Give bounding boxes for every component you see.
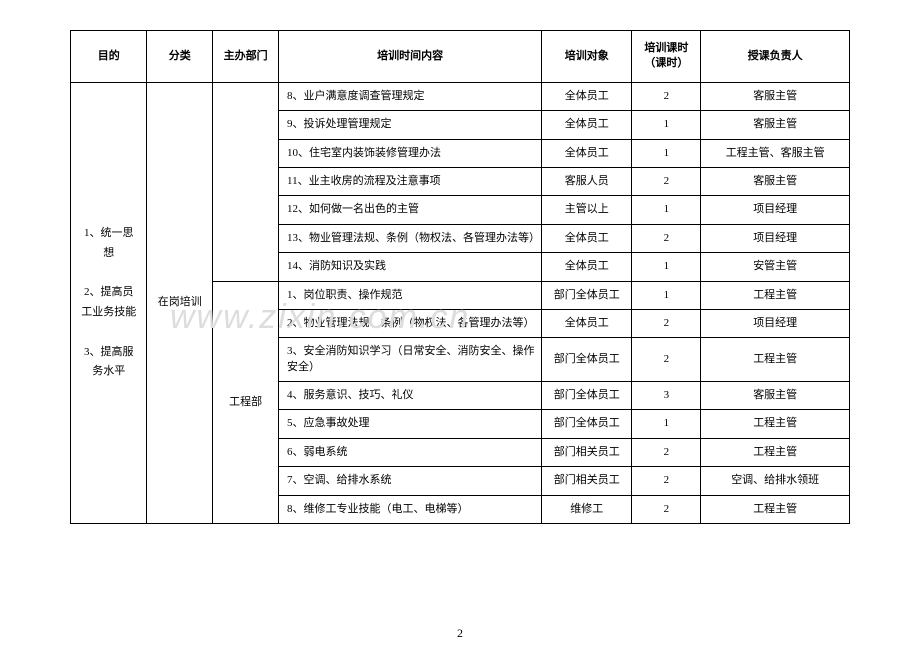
hours-cell: 2: [632, 224, 701, 252]
hours-cell: 1: [632, 111, 701, 139]
dept-cell: 工程部: [213, 281, 279, 524]
hours-cell: 1: [632, 410, 701, 438]
content-cell: 5、应急事故处理: [279, 410, 542, 438]
target-cell: 全体员工: [542, 309, 632, 337]
table-row: 1、统一思想2、提高员工业务技能3、提高服务水平在岗培训8、业户满意度调查管理规…: [71, 82, 850, 110]
hours-cell: 1: [632, 281, 701, 309]
target-cell: 全体员工: [542, 224, 632, 252]
header-teacher: 授课负责人: [701, 31, 850, 83]
page-number: 2: [457, 626, 463, 641]
target-cell: 部门全体员工: [542, 281, 632, 309]
teacher-cell: 项目经理: [701, 224, 850, 252]
teacher-cell: 项目经理: [701, 309, 850, 337]
content-cell: 4、服务意识、技巧、礼仪: [279, 382, 542, 410]
target-cell: 部门全体员工: [542, 410, 632, 438]
teacher-cell: 工程主管: [701, 410, 850, 438]
training-schedule-table: 目的 分类 主办部门 培训时间内容 培训对象 培训课时（课时） 授课负责人 1、…: [70, 30, 850, 524]
target-cell: 部门全体员工: [542, 382, 632, 410]
target-cell: 部门相关员工: [542, 438, 632, 466]
training-table-container: 目的 分类 主办部门 培训时间内容 培训对象 培训课时（课时） 授课负责人 1、…: [70, 30, 850, 524]
hours-cell: 2: [632, 467, 701, 495]
hours-cell: 2: [632, 167, 701, 195]
header-category: 分类: [147, 31, 213, 83]
content-cell: 13、物业管理法规、条例（物权法、各管理办法等）: [279, 224, 542, 252]
header-purpose: 目的: [71, 31, 147, 83]
hours-cell: 2: [632, 495, 701, 523]
content-cell: 9、投诉处理管理规定: [279, 111, 542, 139]
header-target: 培训对象: [542, 31, 632, 83]
target-cell: 全体员工: [542, 139, 632, 167]
hours-cell: 1: [632, 139, 701, 167]
teacher-cell: 工程主管: [701, 281, 850, 309]
hours-cell: 1: [632, 196, 701, 224]
dept-cell: [213, 82, 279, 281]
target-cell: 全体员工: [542, 253, 632, 281]
hours-cell: 3: [632, 382, 701, 410]
header-content: 培训时间内容: [279, 31, 542, 83]
content-cell: 2、物业管理法规、条例（物权法、各管理办法等）: [279, 309, 542, 337]
hours-cell: 1: [632, 253, 701, 281]
target-cell: 部门相关员工: [542, 467, 632, 495]
content-cell: 8、维修工专业技能（电工、电梯等）: [279, 495, 542, 523]
hours-cell: 2: [632, 309, 701, 337]
target-cell: 客服人员: [542, 167, 632, 195]
target-cell: 主管以上: [542, 196, 632, 224]
purpose-cell: 1、统一思想2、提高员工业务技能3、提高服务水平: [71, 82, 147, 523]
content-cell: 12、如何做一名出色的主管: [279, 196, 542, 224]
target-cell: 维修工: [542, 495, 632, 523]
teacher-cell: 客服主管: [701, 167, 850, 195]
teacher-cell: 客服主管: [701, 82, 850, 110]
hours-cell: 2: [632, 338, 701, 382]
table-header-row: 目的 分类 主办部门 培训时间内容 培训对象 培训课时（课时） 授课负责人: [71, 31, 850, 83]
teacher-cell: 项目经理: [701, 196, 850, 224]
content-cell: 3、安全消防知识学习（日常安全、消防安全、操作安全）: [279, 338, 542, 382]
category-cell: 在岗培训: [147, 82, 213, 523]
teacher-cell: 客服主管: [701, 382, 850, 410]
content-cell: 6、弱电系统: [279, 438, 542, 466]
teacher-cell: 工程主管: [701, 438, 850, 466]
teacher-cell: 工程主管: [701, 338, 850, 382]
teacher-cell: 工程主管、客服主管: [701, 139, 850, 167]
content-cell: 14、消防知识及实践: [279, 253, 542, 281]
content-cell: 11、业主收房的流程及注意事项: [279, 167, 542, 195]
teacher-cell: 空调、给排水领班: [701, 467, 850, 495]
target-cell: 全体员工: [542, 111, 632, 139]
header-hours: 培训课时（课时）: [632, 31, 701, 83]
header-dept: 主办部门: [213, 31, 279, 83]
teacher-cell: 客服主管: [701, 111, 850, 139]
content-cell: 10、住宅室内装饰装修管理办法: [279, 139, 542, 167]
content-cell: 7、空调、给排水系统: [279, 467, 542, 495]
target-cell: 部门全体员工: [542, 338, 632, 382]
teacher-cell: 安管主管: [701, 253, 850, 281]
teacher-cell: 工程主管: [701, 495, 850, 523]
hours-cell: 2: [632, 438, 701, 466]
content-cell: 8、业户满意度调查管理规定: [279, 82, 542, 110]
content-cell: 1、岗位职责、操作规范: [279, 281, 542, 309]
target-cell: 全体员工: [542, 82, 632, 110]
hours-cell: 2: [632, 82, 701, 110]
